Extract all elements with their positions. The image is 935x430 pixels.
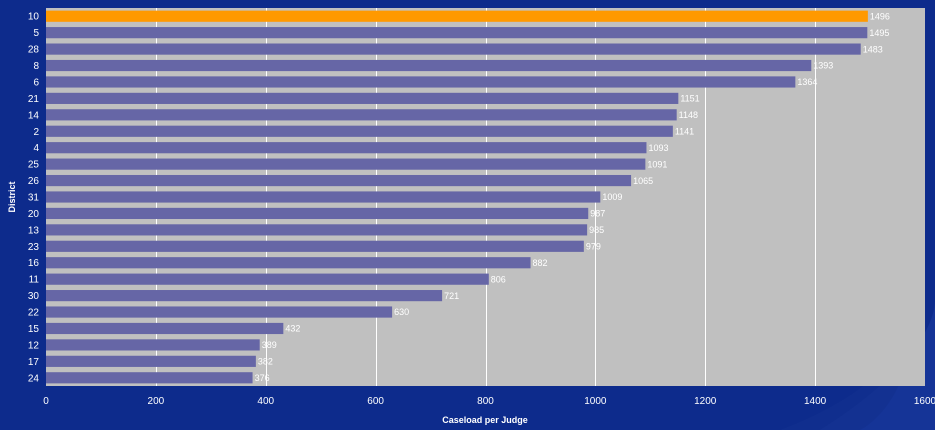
category-label: 26	[28, 176, 40, 187]
bar-district-13	[46, 224, 588, 236]
bar-district-20	[46, 207, 589, 220]
x-tick-label: 1600	[914, 396, 935, 407]
category-label: 12	[28, 340, 40, 351]
bar-district-2	[46, 125, 673, 137]
category-label: 10	[28, 12, 40, 23]
value-label: 979	[586, 242, 601, 252]
x-tick-label: 400	[257, 396, 274, 407]
bar-district-14	[46, 109, 677, 121]
category-label: 6	[33, 77, 39, 88]
category-label: 30	[28, 291, 40, 302]
value-label: 721	[444, 291, 459, 301]
bar-district-15	[46, 322, 284, 335]
value-label: 1091	[647, 159, 667, 169]
category-label: 13	[28, 225, 40, 236]
x-axis-title: Caseload per Judge	[442, 415, 528, 425]
bar-district-12	[46, 339, 260, 351]
value-label: 1141	[675, 126, 694, 136]
bar-district-5	[46, 27, 868, 39]
bar-district-11	[46, 273, 489, 285]
bar-district-30	[46, 290, 443, 302]
bar-district-21	[46, 92, 679, 104]
category-label: 16	[28, 258, 40, 269]
category-label: 14	[28, 110, 40, 121]
value-label: 1496	[870, 11, 890, 21]
category-label: 25	[28, 160, 40, 171]
value-label: 985	[589, 225, 604, 235]
value-label: 1495	[869, 28, 889, 38]
value-label: 1364	[797, 77, 817, 87]
y-axis-title: District	[7, 181, 17, 212]
value-label: 1393	[813, 61, 833, 71]
x-tick-label: 800	[477, 396, 494, 407]
category-label: 22	[28, 308, 40, 319]
bar-district-6	[46, 76, 796, 88]
x-tick-label: 600	[367, 396, 384, 407]
bar-district-24	[46, 372, 253, 384]
bar-district-23	[46, 240, 584, 252]
x-tick-label: 1400	[804, 396, 827, 407]
category-label: 8	[33, 61, 39, 72]
bars	[46, 10, 868, 384]
category-label: 4	[33, 143, 39, 154]
value-label: 1148	[679, 110, 698, 120]
category-label: 11	[29, 275, 40, 286]
category-label: 23	[28, 242, 40, 253]
bar-district-22	[46, 306, 393, 318]
value-label: 1483	[863, 44, 883, 54]
x-tick-label: 0	[43, 396, 49, 407]
value-label: 1009	[602, 192, 622, 202]
category-label: 2	[33, 127, 39, 138]
value-label: 1151	[680, 94, 699, 104]
value-label: 432	[285, 324, 300, 334]
value-label: 376	[255, 373, 270, 383]
bar-district-16	[46, 257, 531, 269]
bar-district-8	[46, 59, 812, 72]
bar-district-31	[46, 191, 601, 203]
value-label: 882	[533, 258, 548, 268]
category-label: 31	[28, 193, 40, 204]
category-labels: 1052886211424252631201323161130221512172…	[28, 12, 40, 385]
x-tick-label: 200	[148, 396, 165, 407]
category-label: 28	[28, 45, 40, 56]
bar-district-17	[46, 355, 256, 367]
bar-district-28	[46, 43, 861, 55]
x-tick-label: 1000	[584, 396, 607, 407]
value-label: 1093	[648, 143, 668, 153]
category-label: 15	[28, 324, 40, 335]
bar-district-26	[46, 174, 632, 187]
bar-district-10	[46, 10, 868, 22]
bar-district-25	[46, 158, 646, 170]
category-label: 21	[28, 94, 40, 105]
x-tick-labels: 0 200 400 600 800 1000 1200 1400 1600	[43, 396, 935, 407]
category-label: 24	[28, 373, 40, 384]
value-label: 382	[258, 357, 273, 367]
x-tick-label: 1200	[694, 396, 717, 407]
category-label: 5	[33, 28, 39, 39]
bar-district-4	[46, 142, 647, 154]
value-label: 1065	[633, 176, 653, 186]
value-label: 806	[491, 274, 506, 284]
value-label: 630	[394, 307, 409, 317]
value-labels: 1496 1495 1483 1393 1364 1151 1148 1141 1093 1091…	[255, 11, 890, 383]
value-label: 389	[262, 340, 277, 350]
category-label: 20	[28, 209, 40, 220]
value-label: 987	[590, 209, 605, 219]
category-label: 17	[28, 357, 40, 368]
